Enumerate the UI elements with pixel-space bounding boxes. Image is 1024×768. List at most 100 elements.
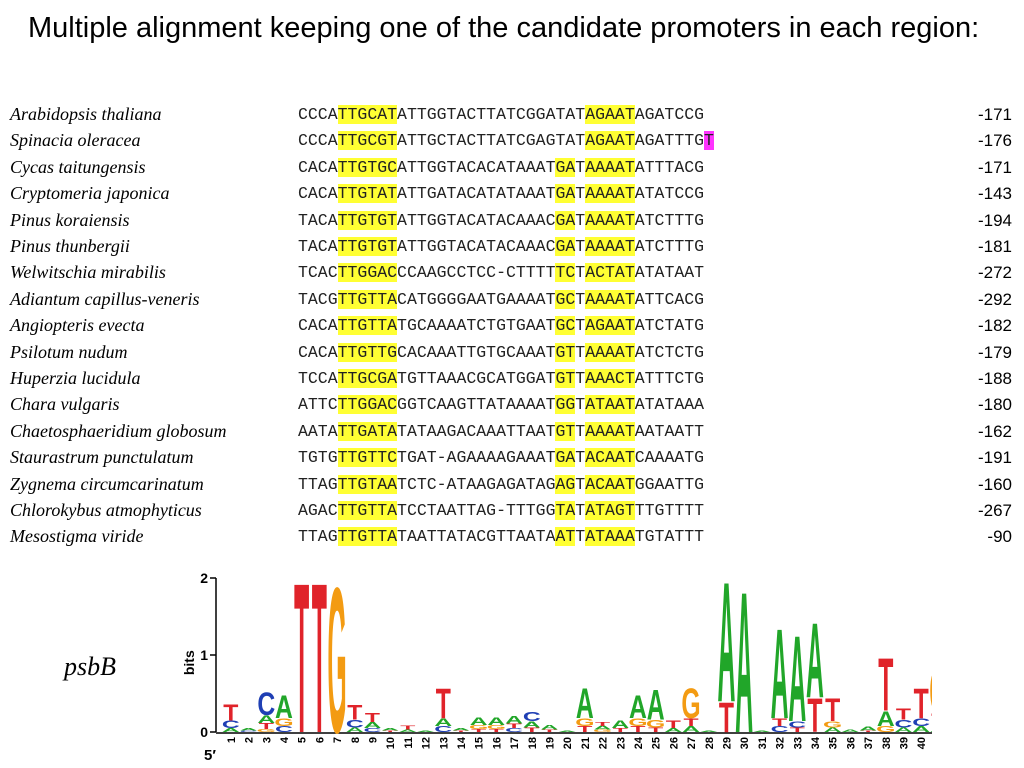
logo-letter: A bbox=[594, 725, 612, 731]
logo-letter: T bbox=[506, 722, 521, 729]
slide-title: Multiple alignment keeping one of the ca… bbox=[28, 12, 980, 44]
logo-letter: A bbox=[664, 727, 682, 733]
logo-letter: A bbox=[611, 719, 629, 731]
position-label: 14 bbox=[456, 736, 468, 749]
logo-letter: T bbox=[436, 680, 451, 728]
promoter-position: -272 bbox=[977, 263, 1012, 283]
species-name: Cryptomeria japonica bbox=[10, 183, 170, 204]
logo-letter: C bbox=[257, 687, 275, 723]
promoter-position: -182 bbox=[977, 316, 1012, 336]
logo-letter: G bbox=[575, 717, 594, 729]
logo-letter: T bbox=[365, 711, 380, 725]
logo-letter: A bbox=[257, 714, 275, 726]
promoter-position: -267 bbox=[977, 501, 1012, 520]
logo-letter: A bbox=[381, 728, 399, 732]
logo-letter: T bbox=[223, 700, 238, 726]
promoter-position: -194 bbox=[977, 210, 1012, 230]
logo-letter: T bbox=[860, 730, 875, 732]
logo-letter: G bbox=[327, 566, 346, 766]
logo-letter: G bbox=[929, 656, 932, 727]
position-label: 28 bbox=[704, 737, 716, 749]
promoter-position: -143 bbox=[977, 184, 1012, 204]
logo-letter: A bbox=[771, 601, 789, 745]
species-name: Pinus thunbergii bbox=[10, 236, 130, 256]
logo-letter: A bbox=[877, 706, 895, 730]
position-label: 31 bbox=[757, 737, 769, 749]
logo-letter: T bbox=[807, 689, 822, 743]
logo-letter: A bbox=[523, 720, 541, 730]
logo-letter: T bbox=[896, 706, 911, 724]
position-label: 18 bbox=[527, 737, 539, 749]
logo-letter: T bbox=[577, 724, 593, 734]
logo-letter: A bbox=[399, 729, 417, 733]
logo-letter: C bbox=[434, 724, 452, 734]
logo-letter: A bbox=[346, 726, 364, 733]
position-label: 36 bbox=[845, 737, 857, 749]
logo-letter: C bbox=[505, 727, 523, 733]
species-name: Cycas taitungensis bbox=[10, 156, 146, 177]
species-name: Pinus koraiensis bbox=[10, 209, 130, 230]
logo-letter: A bbox=[895, 726, 913, 733]
logo-letter: C bbox=[240, 730, 258, 732]
logo-letter: T bbox=[471, 728, 486, 733]
logo-letter: G bbox=[469, 724, 488, 730]
logo-letter: T bbox=[648, 726, 663, 733]
position-label: 15 bbox=[474, 737, 486, 749]
species-name: Mesostigma viride bbox=[10, 526, 144, 547]
position-label: 29 bbox=[721, 737, 733, 749]
logo-letter: A bbox=[470, 716, 488, 728]
promoter-position: -171 bbox=[977, 105, 1012, 124]
logo-letter: G bbox=[628, 717, 647, 729]
y-tick-label: 2 bbox=[200, 570, 208, 586]
promoter-position: -90 bbox=[987, 527, 1012, 547]
species-name: Chlorokybus atmophyticus bbox=[10, 500, 202, 520]
sequence-row: TGTGTTGTTCTGAT-AGAAAAGAAATGATACAATCAAAAT… bbox=[298, 448, 705, 468]
logo-letter: A bbox=[576, 680, 594, 728]
position-label: 25 bbox=[651, 737, 663, 749]
logo-letter: C bbox=[788, 720, 806, 730]
logo-letter: A bbox=[452, 728, 470, 732]
position-label: 27 bbox=[686, 737, 698, 749]
promoter-position: -180 bbox=[977, 395, 1012, 415]
promoter-position: -162 bbox=[977, 421, 1012, 441]
position-label: 33 bbox=[792, 737, 804, 749]
species-name: Spinacia oleracea bbox=[10, 130, 141, 151]
promoter-position: -176 bbox=[977, 131, 1012, 151]
promoter-position: -188 bbox=[977, 369, 1012, 388]
logo-letter: C bbox=[346, 718, 364, 730]
position-label: 34 bbox=[810, 736, 822, 749]
sequence-row: AGACTTGTTATCCTAATTAG-TTTGGTATATAGTTTGTTT… bbox=[298, 501, 705, 520]
logo-letter: G bbox=[257, 728, 276, 733]
logo-letter: T bbox=[790, 726, 805, 733]
logo-letter: T bbox=[595, 721, 610, 727]
position-label: 32 bbox=[775, 737, 787, 749]
logo-letter: G bbox=[681, 680, 700, 728]
logo-letter: G bbox=[646, 718, 665, 730]
sequence-row: TACGTTGTTACATGGGGAATGAAAATGCTAAAATATTCAC… bbox=[298, 289, 705, 309]
sequence-row: CACATTGTGCATTGGTACACATAAATGATAAAATATTTAC… bbox=[298, 157, 705, 177]
logo-letter: A bbox=[222, 727, 240, 733]
logo-letter: A bbox=[629, 690, 647, 726]
logo-letter: G bbox=[876, 724, 895, 734]
y-tick-label: 1 bbox=[200, 647, 208, 663]
logo-letter: T bbox=[259, 721, 275, 731]
position-label: 40 bbox=[916, 737, 928, 749]
position-label: 1 bbox=[226, 737, 238, 743]
sequence-row: TCACTTGGACCCAAGCCTCC-CTTTTTCTACTATATATAA… bbox=[298, 263, 705, 283]
logo-letter: C bbox=[275, 724, 293, 734]
logo-letter: A bbox=[930, 727, 932, 733]
promoter-position: -171 bbox=[977, 157, 1012, 177]
position-label: 35 bbox=[828, 737, 840, 749]
position-label: 11 bbox=[403, 737, 415, 749]
logo-letter: A bbox=[240, 728, 258, 732]
position-label: 26 bbox=[668, 737, 680, 749]
logo-letter: A bbox=[700, 730, 718, 732]
logo-letter: C bbox=[364, 727, 382, 733]
logo-letter: A bbox=[753, 730, 771, 732]
position-label: 39 bbox=[898, 737, 910, 749]
logo-letter: A bbox=[647, 682, 665, 730]
gene-label: psbB bbox=[64, 652, 116, 681]
species-name: Welwitschia mirabilis bbox=[10, 262, 166, 283]
sequence-row: CACATTGTATATTGATACATATAAATGATAAAATATATCC… bbox=[298, 184, 705, 204]
